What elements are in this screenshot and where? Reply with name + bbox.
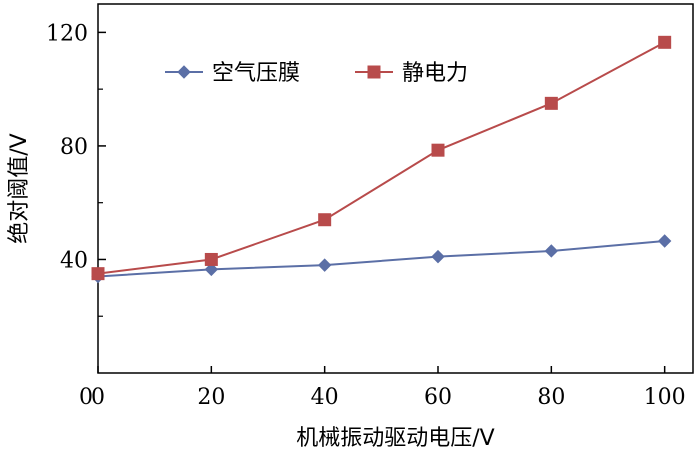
x-tick-label: 20	[197, 385, 225, 410]
legend-marker	[177, 65, 191, 79]
series-2	[91, 35, 672, 281]
x-axis-title: 机械振动驱动电压/V	[296, 426, 494, 450]
series-layer	[91, 35, 672, 284]
data-point	[544, 244, 559, 258]
data-point	[91, 267, 105, 281]
series-line	[97, 41, 666, 275]
data-point	[431, 249, 445, 264]
plot-area-border	[97, 3, 694, 374]
legend-item-1: 空气压膜	[165, 61, 300, 86]
y-tick-label: 40	[60, 248, 88, 273]
data-point	[544, 96, 558, 110]
y-axis-title: 绝对阈值/V	[7, 133, 32, 243]
data-point	[317, 258, 332, 272]
x-tick-label: 0	[91, 385, 105, 410]
x-tick-label: 80	[537, 385, 565, 410]
data-point	[658, 35, 672, 49]
y-tick-label: 80	[60, 135, 88, 160]
legend-marker	[367, 65, 381, 79]
data-point	[431, 143, 445, 157]
y-axis-ticks: 40 80 120 0	[46, 21, 106, 410]
data-point	[204, 252, 218, 266]
series-line	[97, 240, 665, 278]
x-tick-label: 40	[311, 385, 339, 410]
origin-tick-label: 0	[79, 385, 93, 410]
data-point	[318, 213, 332, 227]
plot-frame	[97, 3, 694, 374]
data-point	[204, 262, 219, 277]
x-axis-ticks: 0 20 40 60 80 100	[91, 366, 686, 410]
series-1	[91, 234, 672, 284]
x-tick-label: 60	[424, 385, 452, 410]
legend-label: 静电力	[402, 61, 468, 86]
legend-label: 空气压膜	[212, 61, 300, 86]
data-point	[657, 234, 672, 248]
legend-item-2: 静电力	[355, 61, 468, 86]
legend: 空气压膜 静电力	[165, 61, 468, 86]
y-tick-label: 120	[46, 21, 88, 46]
x-tick-label: 100	[644, 385, 686, 410]
